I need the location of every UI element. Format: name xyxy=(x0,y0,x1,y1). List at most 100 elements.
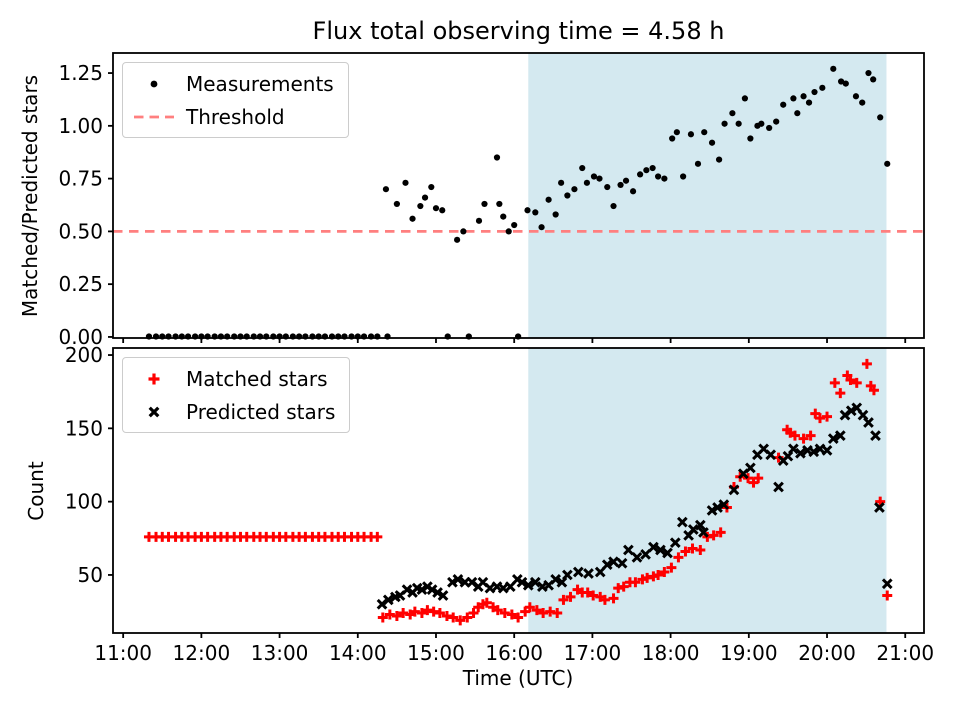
matched-star-point xyxy=(695,545,706,556)
measurement-point xyxy=(669,135,676,142)
measurement-point xyxy=(830,65,837,72)
measurement-point xyxy=(729,110,736,117)
matched-star-point xyxy=(618,581,629,592)
matched-star-point xyxy=(513,612,524,623)
measurement-point xyxy=(354,333,361,340)
measurement-point xyxy=(811,88,818,96)
measurement-point xyxy=(780,101,787,108)
predicted-star-point xyxy=(712,502,723,513)
measurement-point xyxy=(256,333,264,340)
predicted-star-point xyxy=(562,569,573,581)
predicted-star-point xyxy=(845,405,857,417)
measurement-point xyxy=(604,183,611,191)
measurement-point xyxy=(341,333,348,340)
measurement-point xyxy=(432,205,440,212)
measurement-point xyxy=(758,120,765,127)
measurement-point xyxy=(596,175,603,182)
y-tick-label: 0.00 xyxy=(58,325,103,349)
matched-star-point xyxy=(861,358,872,369)
predicted-star-point xyxy=(834,430,846,442)
measurement-point xyxy=(328,333,336,340)
matched-star-point xyxy=(798,433,809,444)
legend-item-threshold: Threshold xyxy=(131,101,334,132)
matched-star-point xyxy=(582,587,593,598)
measurement-point xyxy=(282,333,289,340)
matched-star-point xyxy=(524,602,535,613)
measurement-point xyxy=(708,139,716,146)
measurement-point xyxy=(590,173,598,180)
predicted-star-point xyxy=(808,446,820,458)
y-tick-label: 150 xyxy=(65,416,103,440)
predicted-star-point xyxy=(382,594,394,606)
legend-label-matched-stars: Matched stars xyxy=(186,366,328,391)
matched-star-point xyxy=(372,531,383,542)
legend-label-measurements: Measurements xyxy=(186,71,334,96)
y-tick-label: 200 xyxy=(65,343,103,367)
matched-star-point xyxy=(851,377,862,388)
x-tick-label: 20:00 xyxy=(798,641,856,665)
measurement-point xyxy=(178,333,185,340)
measurement-point xyxy=(263,333,270,340)
measurement-point xyxy=(237,333,244,340)
measurement-point xyxy=(439,207,446,214)
measurement-point xyxy=(741,95,749,102)
predicted-star-point xyxy=(504,581,516,593)
measurement-point xyxy=(622,177,630,184)
matched-star-point xyxy=(653,569,664,580)
predicted-star-point xyxy=(648,541,659,553)
predicted-star-point xyxy=(827,433,839,444)
matched-star-point xyxy=(448,612,459,623)
measurement-point xyxy=(211,333,218,340)
measurement-point xyxy=(838,78,845,85)
measurement-point xyxy=(701,129,708,136)
predicted-star-point xyxy=(706,505,718,516)
measurement-point xyxy=(643,167,650,174)
matched-star-point xyxy=(531,605,542,616)
measurement-point xyxy=(335,333,342,340)
observing-window-shade xyxy=(528,348,887,633)
predicted-star-point xyxy=(594,566,606,578)
measurement-point xyxy=(309,333,316,340)
measurement-point xyxy=(321,333,329,340)
measurement-point xyxy=(819,84,826,91)
measurement-point xyxy=(348,333,355,340)
predicted-star-point xyxy=(452,573,464,585)
measurement-point xyxy=(735,120,742,127)
measurement-point xyxy=(583,179,591,186)
x-tick-label: 21:00 xyxy=(876,641,934,665)
measurement-point xyxy=(515,333,522,340)
observing-window-shade xyxy=(528,53,887,338)
measurement-point xyxy=(524,207,531,214)
measurement-point xyxy=(790,95,797,102)
predicted-star-point xyxy=(687,524,699,535)
measurement-point xyxy=(649,164,656,172)
measurement-point xyxy=(694,160,702,167)
measurement-point xyxy=(532,209,539,216)
predicted-star-point xyxy=(401,584,413,595)
measurement-point xyxy=(680,173,687,180)
measurement-point xyxy=(496,200,503,208)
measurement-point xyxy=(204,333,211,340)
legend-item-matched-stars: Matched stars xyxy=(131,363,335,394)
predicted-star-point xyxy=(745,462,756,474)
x-tick-label: 15:00 xyxy=(407,641,465,665)
matched-star-point xyxy=(673,552,684,563)
measurement-point xyxy=(571,186,578,193)
matched-star-point xyxy=(822,411,833,422)
predicted-star-point xyxy=(662,547,673,559)
predicted-star-point xyxy=(694,519,706,531)
measurement-point xyxy=(296,333,303,340)
legend-item-predicted-stars: Predicted stars xyxy=(131,396,335,427)
predicted-star-point xyxy=(608,556,619,568)
y-tick-label: 1.25 xyxy=(58,61,103,85)
predicted-star-point xyxy=(426,584,438,595)
measurement-point xyxy=(302,333,309,340)
measurement-point xyxy=(852,93,860,100)
matched-star-point xyxy=(659,567,670,578)
measurement-point xyxy=(481,200,488,208)
matched-star-point xyxy=(753,473,764,484)
x-tick-label: 14:00 xyxy=(329,641,387,665)
top-legend: Measurements Threshold xyxy=(122,62,349,138)
matched-star-point xyxy=(462,612,473,623)
